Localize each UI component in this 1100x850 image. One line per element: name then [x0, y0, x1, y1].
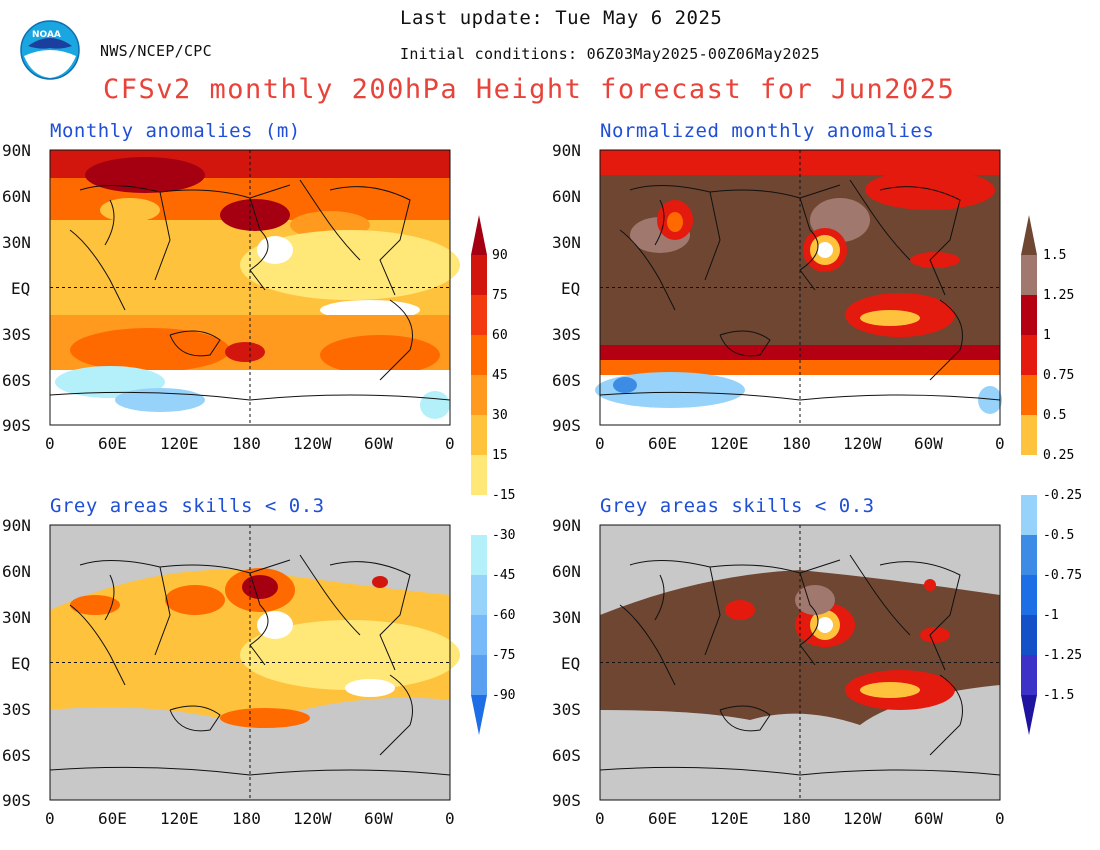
lon-label: 0: [445, 434, 455, 453]
colorbar-label: 0.25: [1043, 448, 1075, 463]
colorbar-anomalies: [471, 215, 487, 735]
colorbar-label: -1.5: [1043, 688, 1075, 703]
colorbar-label: 75: [492, 288, 508, 303]
colorbar-label: 1.25: [1043, 288, 1075, 303]
lat-label: 30N: [552, 233, 581, 252]
lat-label: 60S: [2, 371, 31, 390]
lon-label: 0: [595, 809, 605, 828]
lat-label: 90N: [552, 516, 581, 535]
colorbar-label: 30: [492, 408, 508, 423]
lat-label: EQ: [11, 279, 31, 298]
lon-label: 60E: [648, 809, 677, 828]
colorbar-label: 60: [492, 328, 508, 343]
lat-label: 90S: [552, 416, 581, 435]
lon-label: 60W: [364, 809, 393, 828]
colorbar-label: 0.75: [1043, 368, 1075, 383]
lat-label: 60N: [552, 562, 581, 581]
panel-title-bottom-left: Grey areas skills < 0.3: [50, 495, 325, 517]
lat-label: 30S: [552, 700, 581, 719]
lat-label: 30N: [2, 608, 31, 627]
map-normalized: [595, 149, 1002, 426]
lon-label: 0: [45, 434, 55, 453]
lat-label: 60S: [552, 746, 581, 765]
lon-label: 120E: [160, 434, 199, 453]
lon-label: 120W: [843, 809, 882, 828]
lat-label: 90N: [2, 141, 31, 160]
lat-label: 90S: [2, 416, 31, 435]
lon-label: 180: [782, 809, 811, 828]
colorbar-label: -60: [492, 608, 516, 623]
panel-title-bottom-right: Grey areas skills < 0.3: [600, 495, 875, 517]
lat-label: 60N: [2, 562, 31, 581]
panel-title-top-left: Monthly anomalies (m): [50, 120, 301, 142]
logo-text: NOAA: [32, 30, 61, 40]
colorbar-label: -45: [492, 568, 516, 583]
lon-label: 120W: [843, 434, 882, 453]
colorbar-label: 15: [492, 448, 508, 463]
colorbar-normalized: [1021, 215, 1037, 735]
lat-label: 90N: [552, 141, 581, 160]
lat-label: 30S: [552, 325, 581, 344]
colorbar-label: -30: [492, 528, 516, 543]
lat-label: 30N: [2, 233, 31, 252]
lon-label: 60E: [648, 434, 677, 453]
colorbar-label: -0.25: [1043, 488, 1083, 503]
lon-label: 120W: [293, 434, 332, 453]
lat-label: 90S: [552, 791, 581, 810]
lat-label: EQ: [561, 279, 581, 298]
lat-label: 60N: [552, 187, 581, 206]
page-title: CFSv2 monthly 200hPa Height forecast for…: [103, 74, 956, 105]
lat-label: 60S: [552, 371, 581, 390]
lat-label: 90N: [2, 516, 31, 535]
noaa-logo: NOAA: [20, 20, 80, 80]
lon-label: 120W: [293, 809, 332, 828]
colorbar-label: 1: [1043, 328, 1051, 343]
lon-label: 0: [595, 434, 605, 453]
lat-label: EQ: [561, 654, 581, 673]
colorbar-label: -15: [492, 488, 516, 503]
lon-label: 120E: [710, 809, 749, 828]
lon-label: 120E: [710, 434, 749, 453]
lat-label: EQ: [11, 654, 31, 673]
colorbar-label: 0.5: [1043, 408, 1067, 423]
map-normalized-skill: [599, 524, 1001, 801]
map-anomalies-skill: [49, 524, 460, 801]
colorbar-label: 1.5: [1043, 248, 1067, 263]
lon-label: 0: [45, 809, 55, 828]
colorbar-label: -1.25: [1043, 648, 1083, 663]
lat-label: 30S: [2, 700, 31, 719]
map-anomalies: [49, 149, 460, 426]
lon-label: 0: [995, 809, 1005, 828]
colorbar-label: -0.5: [1043, 528, 1075, 543]
colorbar-label: -90: [492, 688, 516, 703]
initial-conditions: Initial conditions: 06Z03May2025-00Z06Ma…: [400, 45, 820, 63]
lat-label: 60S: [2, 746, 31, 765]
lon-label: 60W: [914, 809, 943, 828]
lat-label: 30S: [2, 325, 31, 344]
lon-label: 180: [232, 434, 261, 453]
lon-label: 60W: [914, 434, 943, 453]
lon-label: 180: [782, 434, 811, 453]
lon-label: 0: [995, 434, 1005, 453]
colorbar-label: -0.75: [1043, 568, 1083, 583]
lon-label: 60W: [364, 434, 393, 453]
colorbar-label: 45: [492, 368, 508, 383]
last-update: Last update: Tue May 6 2025: [400, 7, 723, 29]
lon-label: 180: [232, 809, 261, 828]
lat-label: 90S: [2, 791, 31, 810]
lon-label: 0: [445, 809, 455, 828]
colorbar-label: 90: [492, 248, 508, 263]
panel-title-top-right: Normalized monthly anomalies: [600, 120, 935, 142]
lon-label: 60E: [98, 809, 127, 828]
lat-label: 60N: [2, 187, 31, 206]
colorbar-label: -1: [1043, 608, 1059, 623]
agency-label: NWS/NCEP/CPC: [100, 42, 212, 60]
lat-label: 30N: [552, 608, 581, 627]
lon-label: 120E: [160, 809, 199, 828]
lon-label: 60E: [98, 434, 127, 453]
colorbar-label: -75: [492, 648, 516, 663]
